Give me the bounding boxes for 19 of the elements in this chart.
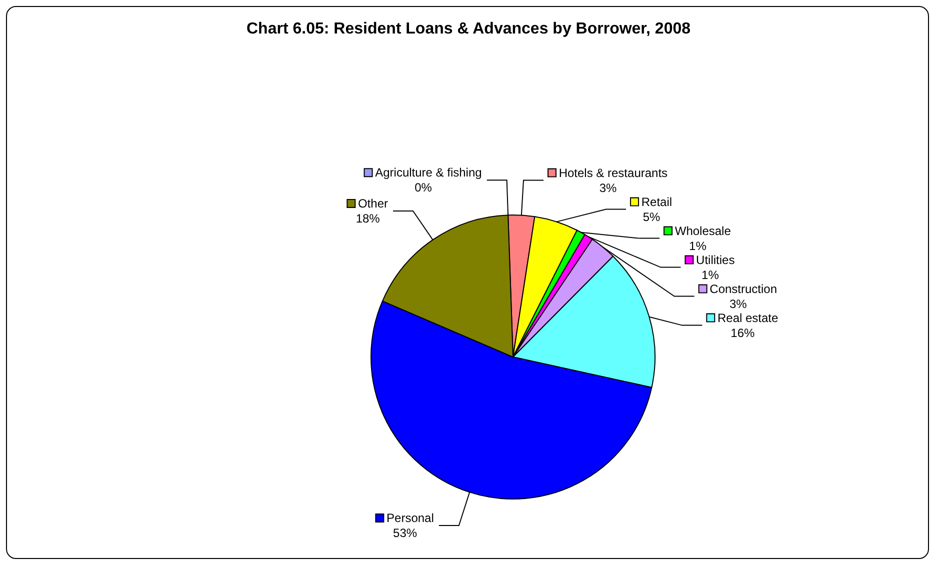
text: 0%	[414, 180, 432, 195]
data-label: 53%	[393, 526, 418, 540]
legend-label: Construction	[706, 282, 778, 296]
data-label: 3%	[599, 180, 618, 195]
data-label: 1%	[689, 238, 707, 253]
data-label: 3%	[729, 296, 748, 311]
legend-label: Hotels & restaurants	[555, 166, 668, 180]
legend-label: Wholesale	[672, 224, 732, 238]
data-label: 16%	[730, 326, 756, 340]
data-label: 5%	[642, 210, 661, 224]
legend-label: Personal	[383, 511, 434, 526]
legend-label: Agriculture & fishing	[372, 166, 482, 180]
legend-label: Utilities	[692, 252, 735, 267]
legend-label: Other	[354, 196, 388, 210]
legend-label: Real estate	[714, 310, 779, 325]
data-label: 18%	[356, 211, 380, 226]
data-label: 1%	[702, 268, 720, 282]
legend-label: Retail	[638, 194, 672, 209]
chart-title: Chart 6.05: Resident Loans & Advances by Borrower, 2008	[246, 20, 691, 38]
